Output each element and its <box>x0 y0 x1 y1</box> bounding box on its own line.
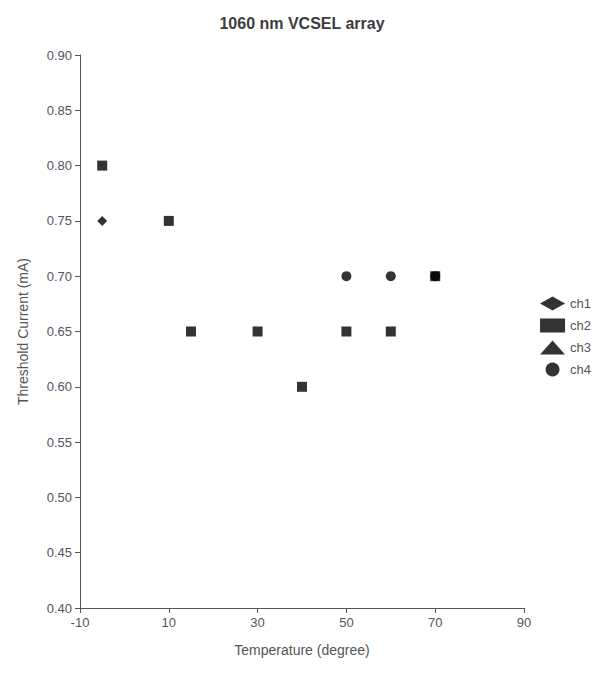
svg-text:0.75: 0.75 <box>47 213 72 228</box>
svg-text:ch1: ch1 <box>570 296 591 311</box>
svg-text:10: 10 <box>162 615 176 630</box>
svg-text:0.60: 0.60 <box>47 379 72 394</box>
svg-text:ch4: ch4 <box>570 362 591 377</box>
svg-text:0.50: 0.50 <box>47 490 72 505</box>
svg-text:Temperature (degree): Temperature (degree) <box>234 642 369 658</box>
svg-text:70: 70 <box>428 615 442 630</box>
svg-text:0.80: 0.80 <box>47 158 72 173</box>
svg-text:50: 50 <box>339 615 353 630</box>
svg-text:0.40: 0.40 <box>47 601 72 616</box>
svg-text:30: 30 <box>250 615 264 630</box>
svg-text:0.45: 0.45 <box>47 545 72 560</box>
svg-text:-10: -10 <box>71 615 90 630</box>
svg-text:Threshold Current (mA): Threshold Current (mA) <box>15 258 31 405</box>
svg-text:ch2: ch2 <box>570 318 591 333</box>
svg-text:0.65: 0.65 <box>47 324 72 339</box>
svg-text:ch3: ch3 <box>570 340 591 355</box>
svg-text:0.90: 0.90 <box>47 48 72 63</box>
svg-text:0.55: 0.55 <box>47 435 72 450</box>
svg-text:1060 nm VCSEL array: 1060 nm VCSEL array <box>219 15 384 32</box>
svg-text:0.70: 0.70 <box>47 269 72 284</box>
svg-text:0.85: 0.85 <box>47 103 72 118</box>
svg-text:90: 90 <box>517 615 531 630</box>
